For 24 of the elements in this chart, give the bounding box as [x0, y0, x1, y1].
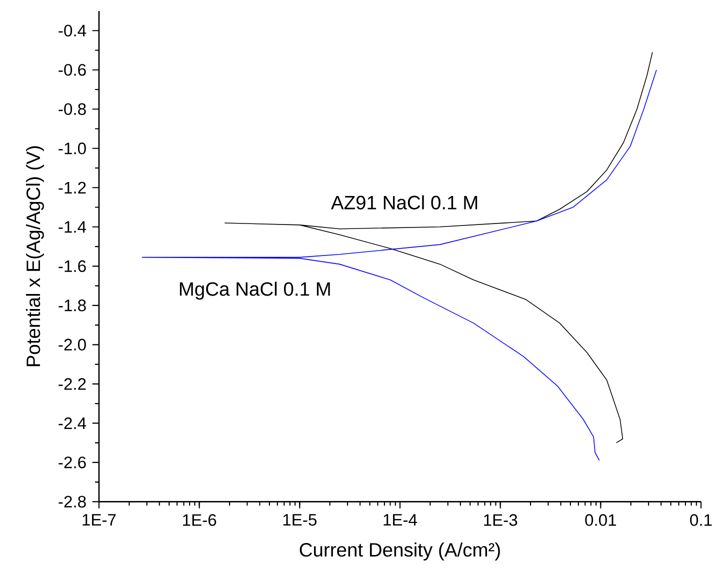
- x-tick-label: 1E-6: [183, 514, 216, 526]
- y-tick-label: -2.8: [58, 496, 86, 508]
- y-tick-label: -2.2: [58, 378, 86, 390]
- y-tick-label: -0.6: [58, 64, 86, 76]
- y-tick-label: -2.4: [58, 417, 86, 429]
- y-tick-label: -0.8: [58, 103, 86, 116]
- y-tick-label: -1.8: [58, 300, 86, 312]
- x-tick-label: 0.01: [585, 514, 616, 526]
- x-axis-title: Current Density (A/cm²): [300, 542, 500, 560]
- y-tick-label: -1.2: [58, 182, 86, 194]
- y-tick-label: -1.4: [58, 221, 86, 233]
- y-tick-label: -2.6: [58, 456, 86, 468]
- y-tick-label: -1.6: [58, 260, 86, 272]
- x-tick-label: 1E-4: [384, 514, 418, 526]
- x-tick-label: 1E-5: [283, 514, 316, 526]
- y-tick-label: -2.0: [58, 338, 86, 351]
- series-label: MgCa NaCl 0.1 M: [180, 282, 330, 300]
- x-tick-label: 1E-3: [484, 514, 518, 526]
- y-axis-title: Potential x E(Ag/AgCl) (V): [26, 146, 44, 366]
- y-tick-label: -1.0: [58, 142, 86, 154]
- y-tick-label: -0.4: [58, 24, 86, 37]
- x-tick-label: 1E-7: [82, 514, 116, 526]
- x-tick-label: 0.1: [690, 514, 712, 526]
- series-label: AZ91 NaCl 0.1 M: [330, 195, 478, 210]
